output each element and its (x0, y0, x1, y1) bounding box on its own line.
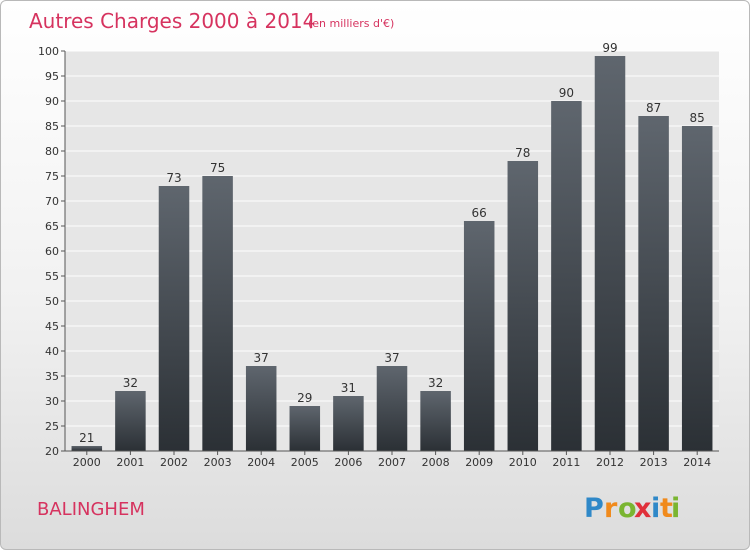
logo-letter: x (634, 493, 651, 524)
x-tick-label: 2005 (291, 456, 319, 469)
y-tick-label: 75 (45, 170, 59, 183)
x-tick-label: 2010 (509, 456, 537, 469)
data-label: 29 (297, 391, 312, 405)
bar (71, 446, 103, 451)
bar (551, 101, 582, 451)
data-label: 87 (646, 101, 661, 115)
data-label: 21 (79, 431, 94, 445)
chart-title: Autres Charges 2000 à 2014 (29, 9, 315, 33)
bar (420, 391, 451, 451)
data-label: 78 (515, 146, 530, 160)
y-axis: 20 25 30 35 40 45 50 55 60 65 70 75 80 85 90 95 100 (38, 45, 66, 458)
x-tick-label: 2012 (596, 456, 624, 469)
y-tick-label: 35 (45, 370, 59, 383)
bar (115, 391, 146, 451)
data-label: 32 (428, 376, 443, 390)
x-tick-label: 2003 (204, 456, 232, 469)
data-label: 66 (472, 206, 487, 220)
x-tick-label: 2014 (683, 456, 711, 469)
data-label: 37 (384, 351, 399, 365)
bar (202, 176, 233, 451)
y-tick-label: 90 (45, 95, 59, 108)
bar (158, 186, 190, 451)
logo-letter: t (660, 493, 673, 524)
x-tick-label: 2011 (552, 456, 580, 469)
bar (507, 161, 539, 451)
data-label: 75 (210, 161, 225, 175)
data-label: 31 (341, 381, 356, 395)
x-tick-label: 2000 (73, 456, 101, 469)
commune-name: BALINGHEM (37, 499, 145, 520)
y-tick-label: 30 (45, 395, 59, 408)
y-tick-label: 20 (45, 445, 59, 458)
bar (333, 396, 364, 451)
logo-letter: o (618, 493, 637, 524)
y-tick-label: 65 (45, 220, 59, 233)
bar (376, 366, 408, 451)
x-tick-label: 2013 (640, 456, 668, 469)
data-label: 37 (254, 351, 269, 365)
x-tick-label: 2002 (160, 456, 188, 469)
data-label: 99 (602, 41, 617, 55)
y-tick-label: 25 (45, 420, 59, 433)
x-tick-label: 2008 (422, 456, 450, 469)
data-label: 90 (559, 86, 574, 100)
y-tick-label: 70 (45, 195, 59, 208)
y-tick-label: 85 (45, 120, 59, 133)
bar (289, 406, 321, 451)
x-axis: 2000 2001 2002 2003 2004 2005 2006 2007 2008 2009… (65, 450, 719, 469)
y-tick-label: 40 (45, 345, 59, 358)
x-tick-label: 2004 (247, 456, 275, 469)
bar (463, 221, 495, 451)
logo-letter: P (584, 493, 604, 524)
y-tick-label: 50 (45, 295, 59, 308)
bar (245, 366, 277, 451)
data-label: 73 (166, 171, 181, 185)
logo-letter: i (671, 493, 680, 524)
bar (638, 116, 669, 451)
chart-subtitle: (en milliers d'€) (308, 17, 394, 30)
y-tick-label: 95 (45, 70, 59, 83)
x-tick-label: 2009 (465, 456, 493, 469)
logo-letter: i (651, 493, 660, 524)
x-tick-label: 2007 (378, 456, 406, 469)
y-tick-label: 100 (38, 45, 59, 58)
data-label: 85 (690, 111, 705, 125)
y-tick-label: 60 (45, 245, 59, 258)
bar (594, 56, 626, 451)
bars: 21 32 73 75 37 29 31 37 32 66 78 90 99 87 85 (71, 41, 713, 451)
y-tick-label: 80 (45, 145, 59, 158)
data-label: 32 (123, 376, 138, 390)
x-tick-label: 2001 (116, 456, 144, 469)
y-tick-label: 55 (45, 270, 59, 283)
logo-letter: r (604, 493, 618, 524)
y-tick-label: 45 (45, 320, 59, 333)
bar (681, 126, 713, 451)
x-tick-label: 2006 (334, 456, 362, 469)
